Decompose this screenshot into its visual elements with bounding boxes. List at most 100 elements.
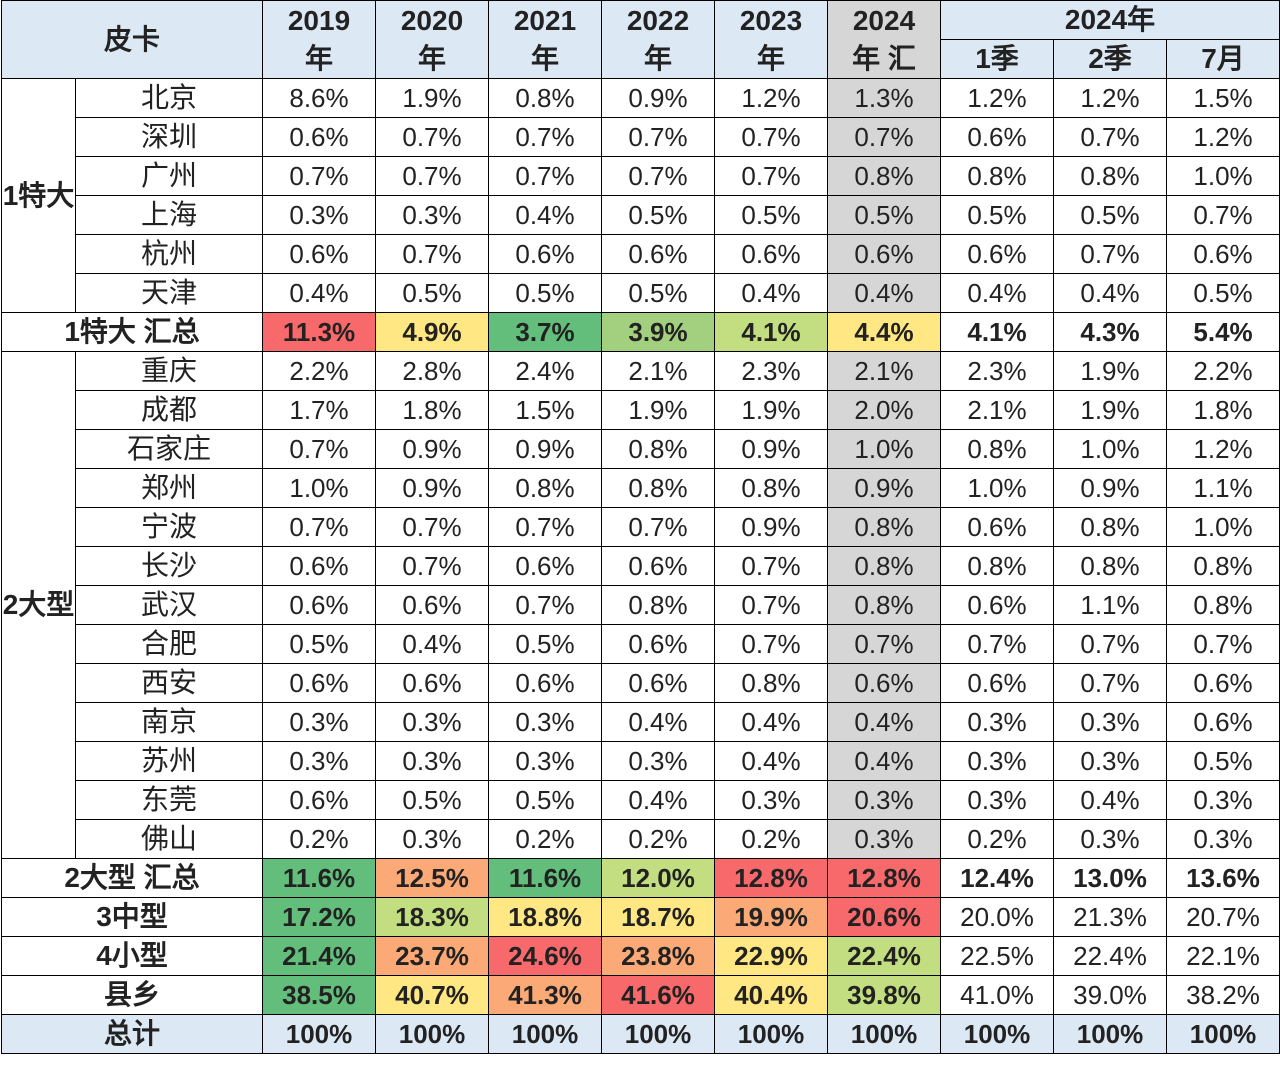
value-cell: 1.5% [1166,78,1280,118]
value-cell: 0.6% [601,546,716,586]
value-cell: 100% [1166,1014,1280,1054]
value-cell: 0.7% [375,156,490,196]
summary-row: 3中型 17.2% 18.3% 18.8% 18.7% 19.9% 20.6% 20.0% 21… [0,897,1280,937]
value-cell: 0.4% [827,273,942,313]
value-cell: 0.6% [488,546,603,586]
value-cell: 0.5% [1053,195,1168,235]
value-cell: 0.5% [1166,273,1280,313]
value-cell: 0.7% [827,117,942,157]
table-row: 2大型 重庆 2.2% 2.8% 2.4% 2.1% 2.3% 2.1% 2.3% 1.9% 2.2… [1,351,1280,859]
group-label: 2大型 [1,351,76,859]
table-row: 宁波 0.7% 0.7% 0.7% 0.7% 0.9% 0.8% 0.6% 0.8% 1.0% [2,507,1280,547]
value-cell: 0.5% [714,195,829,235]
value-cell: 0.2% [262,819,377,859]
table-row: 广州 0.7% 0.7% 0.7% 0.7% 0.7% 0.8% 0.8% 0.8% 1.0% [2,156,1280,196]
value-cell: 0.3% [1053,819,1168,859]
value-cell: 0.5% [601,195,716,235]
value-cell: 0.8% [1166,546,1280,586]
value-cell: 12.5% [375,858,490,898]
value-cell: 1.8% [375,390,490,430]
city-label: 成都 [74,390,264,430]
table-row: 杭州 0.6% 0.7% 0.6% 0.6% 0.6% 0.6% 0.6% 0.7% 0.6% [2,234,1280,274]
value-cell: 0.6% [601,234,716,274]
value-cell: 2.0% [827,390,942,430]
value-cell: 0.4% [1053,780,1168,820]
table-row: 石家庄 0.7% 0.9% 0.9% 0.8% 0.9% 1.0% 0.8% 1.0% 1.2% [2,429,1280,469]
value-cell: 1.2% [1166,429,1280,469]
value-cell: 1.9% [601,390,716,430]
value-cell: 0.6% [827,234,942,274]
value-cell: 0.7% [1053,663,1168,703]
value-cell: 0.7% [375,234,490,274]
value-cell: 41.3% [488,975,603,1015]
value-cell: 0.6% [375,663,490,703]
value-cell: 0.8% [714,663,829,703]
value-cell: 0.8% [601,429,716,469]
value-cell: 0.3% [1053,741,1168,781]
value-cell: 22.4% [827,936,942,976]
table-row: 东莞 0.6% 0.5% 0.5% 0.4% 0.3% 0.3% 0.3% 0.4% 0.3% [2,780,1280,820]
value-cell: 0.9% [1053,468,1168,508]
value-cell: 2.2% [1166,351,1280,391]
value-cell: 0.8% [1053,546,1168,586]
value-cell: 1.8% [1166,390,1280,430]
value-cell: 0.4% [714,741,829,781]
total-row: 总计 100% 100% 100% 100% 100% 100% 100% 100% 100% [0,1014,1280,1054]
value-cell: 0.6% [262,546,377,586]
value-cell: 0.6% [714,234,829,274]
value-cell: 0.6% [488,663,603,703]
value-cell: 1.2% [940,78,1055,118]
value-cell: 0.2% [488,819,603,859]
value-cell: 0.7% [714,546,829,586]
value-cell: 0.5% [601,273,716,313]
value-cell: 2.1% [940,390,1055,430]
value-cell: 100% [1053,1014,1168,1054]
value-cell: 0.7% [375,546,490,586]
value-cell: 1.1% [1053,585,1168,625]
value-cell: 40.4% [714,975,829,1015]
value-cell: 0.2% [714,819,829,859]
city-label: 杭州 [74,234,264,274]
value-cell: 0.4% [375,624,490,664]
value-cell: 1.9% [1053,351,1168,391]
value-cell: 4.3% [1053,312,1168,352]
value-cell: 0.4% [601,702,716,742]
value-cell: 0.6% [488,234,603,274]
value-cell: 0.7% [488,507,603,547]
value-cell: 21.3% [1053,897,1168,937]
value-cell: 2.8% [375,351,490,391]
value-cell: 1.2% [1053,78,1168,118]
value-cell: 0.6% [940,234,1055,274]
value-cell: 8.6% [262,78,377,118]
city-label: 石家庄 [74,429,264,469]
city-label: 东莞 [74,780,264,820]
value-cell: 18.7% [601,897,716,937]
value-cell: 0.4% [1053,273,1168,313]
group-label: 1特大 [1,78,76,313]
value-cell: 0.6% [1166,663,1280,703]
city-label: 重庆 [74,351,264,391]
value-cell: 0.3% [940,702,1055,742]
value-cell: 0.6% [262,663,377,703]
value-cell: 0.8% [940,546,1055,586]
recent-period-group-header: 2024年 [940,0,1280,40]
table-row: 合肥 0.5% 0.4% 0.5% 0.6% 0.7% 0.7% 0.7% 0.7% 0.7% [2,624,1280,664]
value-cell: 100% [488,1014,603,1054]
value-cell: 0.3% [940,780,1055,820]
table-corner-label: 皮卡 [0,0,264,79]
value-cell: 0.6% [262,117,377,157]
value-cell: 0.6% [601,624,716,664]
value-cell: 0.5% [262,624,377,664]
value-cell: 0.6% [940,585,1055,625]
value-cell: 100% [262,1014,377,1054]
value-cell: 0.8% [601,585,716,625]
recent-col-header-q2: 2季 [1053,39,1168,79]
value-cell: 2.1% [827,351,942,391]
total-label: 总计 [0,1014,264,1054]
value-cell: 0.6% [940,507,1055,547]
city-label: 合肥 [74,624,264,664]
value-cell: 1.2% [714,78,829,118]
value-cell: 4.1% [940,312,1055,352]
